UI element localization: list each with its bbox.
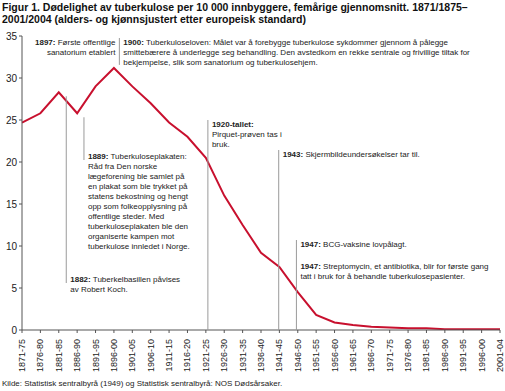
- svg-text:1936-40: 1936-40: [256, 339, 266, 372]
- html-text:1900: Tuberkuloseloven: Målet: 1900: Tuberkuloseloven: Målet var å fore…: [123, 38, 470, 67]
- svg-text:1951-55: 1951-55: [311, 339, 321, 372]
- svg-text:1911-15: 1911-15: [164, 339, 174, 371]
- html-text:1920-tallet:: 1920-tallet:: [211, 120, 254, 129]
- svg-text:1901-05: 1901-05: [127, 339, 137, 372]
- svg-text:1926-30: 1926-30: [219, 339, 229, 372]
- svg-text:0: 0: [11, 325, 17, 336]
- html-text:Figur 1. Dødelighet av tuberku: Figur 1. Dødelighet av tuberkulose per 1…: [2, 1, 468, 25]
- svg-text:1971-75: 1971-75: [385, 339, 395, 372]
- svg-text:1891-95: 1891-95: [91, 339, 101, 372]
- svg-text:10: 10: [6, 241, 18, 252]
- svg-text:1941-45: 1941-45: [274, 339, 284, 372]
- html-text:1943: Skjermbildeundersøkelser: 1943: Skjermbildeundersøkelser tar til.: [282, 150, 420, 159]
- html-text:1947: Streptomycin, et antibio: 1947: Streptomycin, et antibiotika, blir…: [300, 262, 489, 281]
- svg-text:1916-20: 1916-20: [182, 339, 192, 372]
- svg-text:1961-65: 1961-65: [348, 339, 358, 372]
- svg-text:1946-50: 1946-50: [293, 339, 303, 372]
- html-text:1889: Tuberkuloseplakaten: Råd: 1889: Tuberkuloseplakaten: Råd fra Den n…: [88, 152, 190, 251]
- html-text:Kilde: Statistisk sentralbyrå: Kilde: Statistisk sentralbyrå (1949) og …: [2, 379, 283, 388]
- svg-text:1991-95: 1991-95: [458, 339, 468, 372]
- html-text:1897: Første offentlige sanato: 1897: Første offentlige sanatorium etabl…: [35, 38, 116, 57]
- svg-text:1876-80: 1876-80: [35, 339, 45, 372]
- svg-text:2001-04: 2001-04: [495, 339, 505, 372]
- svg-text:1906-10: 1906-10: [146, 339, 156, 372]
- svg-text:1886-90: 1886-90: [72, 339, 82, 372]
- svg-text:30: 30: [6, 73, 18, 84]
- html-text:Pirquet-prøven tas i bruk.: Pirquet-prøven tas i bruk.: [211, 130, 282, 149]
- svg-text:1986-90: 1986-90: [440, 339, 450, 372]
- svg-text:1956-60: 1956-60: [330, 339, 340, 372]
- svg-text:25: 25: [6, 115, 18, 126]
- svg-text:1976-80: 1976-80: [403, 339, 413, 372]
- html-text:1882: Tuberkelbasillen påvises: 1882: Tuberkelbasillen påvises av Robert…: [70, 275, 181, 294]
- svg-text:1931-35: 1931-35: [238, 339, 248, 372]
- html-text:1947: BCG-vaksine lovpålagt.: 1947: BCG-vaksine lovpålagt.: [300, 240, 407, 249]
- svg-text:5: 5: [11, 283, 17, 294]
- svg-text:1996-00: 1996-00: [477, 339, 487, 372]
- svg-text:1871-75: 1871-75: [17, 339, 27, 372]
- svg-text:20: 20: [6, 157, 18, 168]
- svg-text:1921-25: 1921-25: [201, 339, 211, 372]
- svg-text:1881-85: 1881-85: [54, 339, 64, 372]
- svg-text:35: 35: [6, 31, 18, 42]
- svg-text:15: 15: [6, 199, 18, 210]
- svg-text:1981-85: 1981-85: [421, 339, 431, 372]
- svg-text:1966-70: 1966-70: [366, 339, 376, 372]
- svg-text:1896-00: 1896-00: [109, 339, 119, 372]
